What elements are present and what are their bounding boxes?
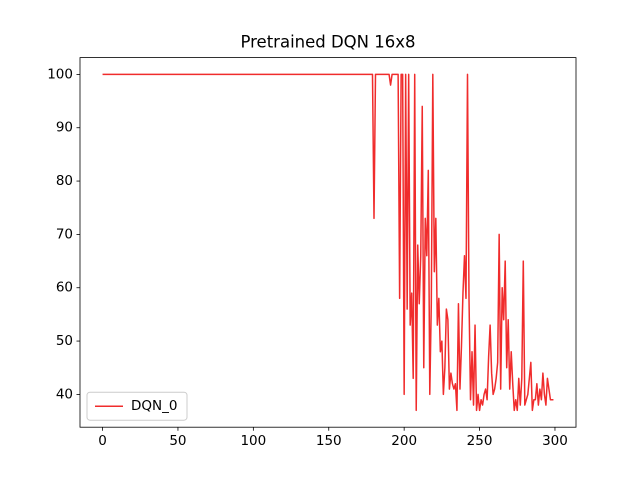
y-tick-label: 80 xyxy=(56,173,73,189)
legend-label: DQN_0 xyxy=(131,398,177,414)
plot-frame xyxy=(79,57,577,428)
data-line xyxy=(102,73,554,412)
x-tick-label: 0 xyxy=(98,433,107,449)
y-tick-label: 50 xyxy=(56,333,73,349)
y-tick-label: 40 xyxy=(56,386,73,402)
x-tick-label: 50 xyxy=(169,433,186,449)
x-tick-label: 200 xyxy=(391,433,417,449)
legend-box xyxy=(86,391,188,421)
chart-title: Pretrained DQN 16x8 xyxy=(240,33,415,52)
x-tick-label: 100 xyxy=(240,433,266,449)
y-tick-label: 60 xyxy=(56,280,73,296)
y-tick-label: 90 xyxy=(56,120,73,136)
x-tick-label: 150 xyxy=(316,433,342,449)
y-tick-label: 70 xyxy=(56,226,73,242)
x-tick-label: 300 xyxy=(542,433,568,449)
y-tick-label: 100 xyxy=(47,66,73,82)
x-tick-label: 250 xyxy=(467,433,493,449)
